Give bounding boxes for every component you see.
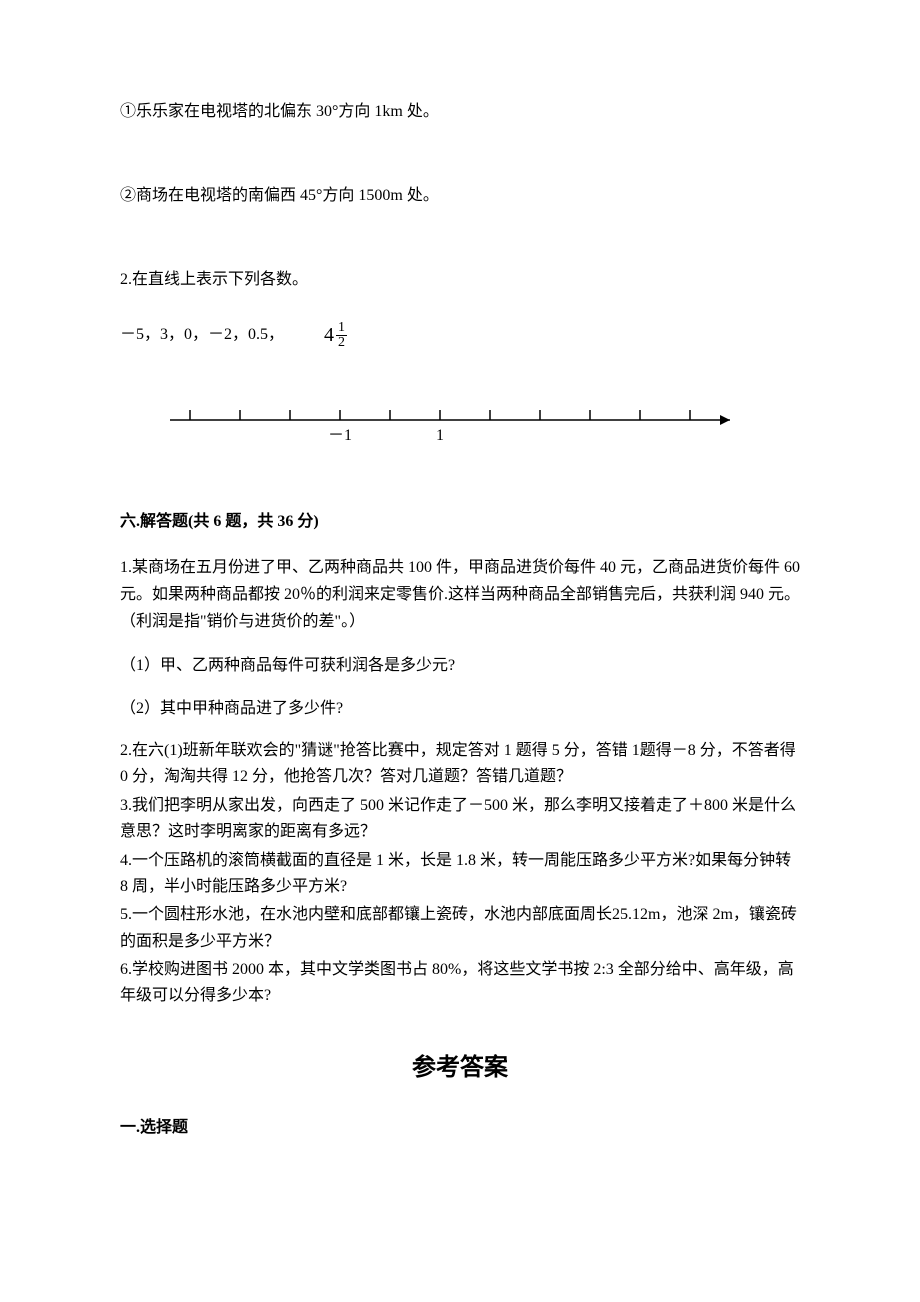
answers-heading: 参考答案 <box>120 1050 800 1086</box>
fraction-stack: 1 2 <box>336 321 347 350</box>
dense-question-block: 2.在六(1)班新年联欢会的"猜谜"抢答比赛中，规定答对 1 题得 5 分，答错… <box>120 738 800 1010</box>
q6-6: 6.学校购进图书 2000 本，其中文学类图书占 80%，将这些文学书按 2:3… <box>120 957 800 1010</box>
q2-content: －5，3，0，－2，0.5， 4 1 2 －1 1 <box>120 320 800 450</box>
q6-5: 5.一个圆柱形水池，在水池内壁和底部都镶上瓷砖，水池内部底面周长25.12m，池… <box>120 902 800 955</box>
section-6-heading: 六.解答题(共 6 题，共 36 分) <box>120 510 800 534</box>
answers-sub-heading: 一.选择题 <box>120 1116 800 1140</box>
svg-text:1: 1 <box>436 427 444 444</box>
q6-1-sub2: （2）其中甲种商品进了多少件? <box>120 695 800 722</box>
q2-numbers: －5，3，0，－2，0.5， <box>120 323 284 347</box>
fraction-numerator: 1 <box>336 321 347 336</box>
q6-1-main: 1.某商场在五月份进了甲、乙两种商品共 100 件，甲商品进货价每件 40 元，… <box>120 554 800 636</box>
q6-2: 2.在六(1)班新年联欢会的"猜谜"抢答比赛中，规定答对 1 题得 5 分，答错… <box>120 738 800 791</box>
fraction-denominator: 2 <box>336 336 347 350</box>
q6-1-sub1: （1）甲、乙两种商品每件可获利润各是多少元? <box>120 652 800 679</box>
q6-3: 3.我们把李明从家出发，向西走了 500 米记作走了－500 米，那么李明又接着… <box>120 793 800 846</box>
q2-prompt: 2.在直线上表示下列各数。 <box>120 268 800 292</box>
intro-item-1: ①乐乐家在电视塔的北偏东 30°方向 1km 处。 <box>120 100 800 124</box>
number-line-diagram: －1 1 <box>170 400 750 450</box>
svg-text:－1: －1 <box>328 427 352 444</box>
q6-4: 4.一个压路机的滚筒横截面的直径是 1 米，长是 1.8 米，转一周能压路多少平… <box>120 848 800 901</box>
q2-number-list: －5，3，0，－2，0.5， 4 1 2 <box>120 320 800 350</box>
intro-item-2: ②商场在电视塔的南偏西 45°方向 1500m 处。 <box>120 184 800 208</box>
fraction-whole: 4 <box>324 320 334 350</box>
mixed-fraction: 4 1 2 <box>324 320 347 350</box>
